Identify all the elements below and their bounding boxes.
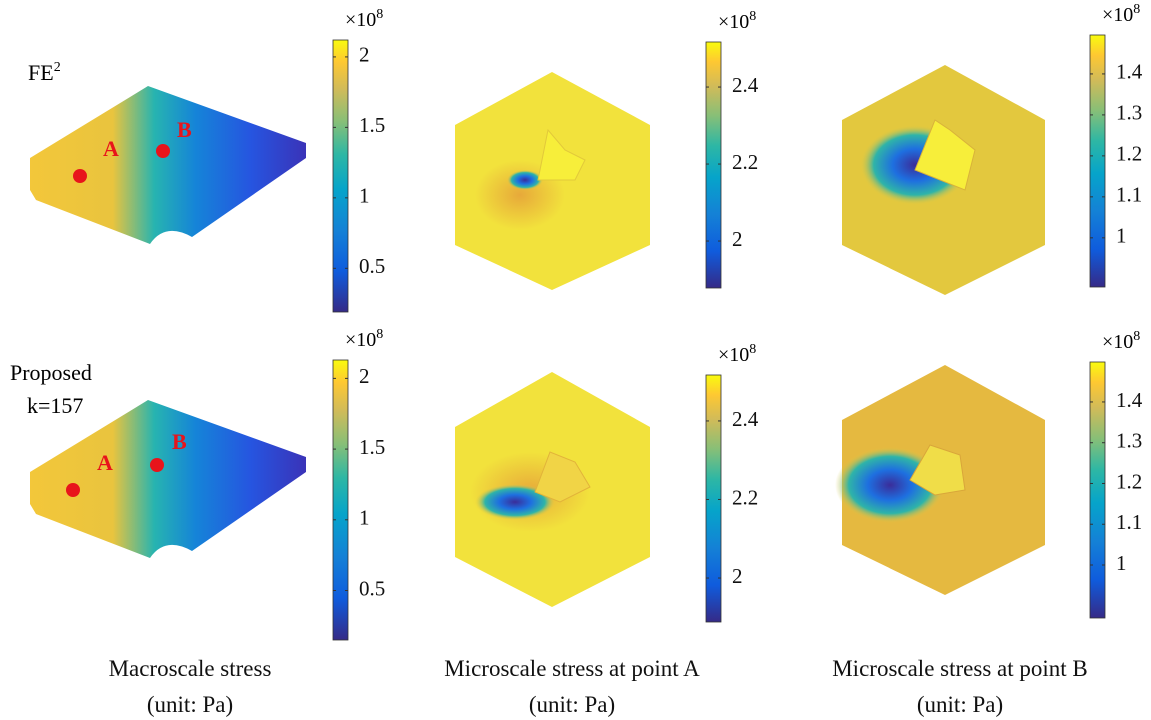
colorbar-tick-label: 1.3 <box>1116 101 1142 125</box>
exponent-base: ×10 <box>345 329 376 351</box>
colorbar-tick-label: 2.4 <box>732 73 759 97</box>
caption: Microscale stress at point A <box>444 656 700 681</box>
colorbar-tick-label: 1.5 <box>359 113 385 137</box>
exponent-base: ×10 <box>345 9 376 31</box>
colorbar-tick-label: 2 <box>732 564 743 588</box>
point-marker <box>150 458 164 472</box>
macro-field <box>30 400 306 558</box>
caption: (unit: Pa) <box>529 692 615 717</box>
row-label: FE2 <box>28 60 61 85</box>
macro-field <box>30 86 306 244</box>
colorbar-tick-label: 2 <box>359 364 370 388</box>
point-marker <box>73 169 87 183</box>
point-marker <box>156 144 170 158</box>
exponent-power: 8 <box>376 7 383 22</box>
exponent-power: 8 <box>749 9 756 24</box>
row-label: k=157 <box>27 393 83 418</box>
colorbar-exponent: ×108 <box>345 327 383 351</box>
point-label: B <box>172 429 187 454</box>
micro-field-a <box>455 372 650 607</box>
micro-field-a <box>455 72 650 290</box>
colorbar-tick-label: 1.1 <box>1116 510 1142 534</box>
caption: (unit: Pa) <box>917 692 1003 717</box>
exponent-power: 8 <box>376 327 383 342</box>
colorbar-tick-label: 1 <box>359 184 370 208</box>
colorbar-tick-label: 1.4 <box>1116 60 1143 84</box>
colorbar <box>705 41 722 289</box>
colorbar-tick-label: 1.1 <box>1116 183 1142 207</box>
colorbar-tick-label: 1.3 <box>1116 429 1142 453</box>
exponent-power: 8 <box>749 342 756 357</box>
point-label: A <box>103 136 119 161</box>
exponent-base: ×10 <box>718 11 749 33</box>
exponent-base: ×10 <box>1102 331 1133 353</box>
colorbar <box>332 39 349 313</box>
colorbar-tick-label: 1 <box>1116 551 1127 575</box>
colorbar-tick-label: 2 <box>732 227 743 251</box>
exponent-power: 8 <box>1133 329 1140 344</box>
colorbar-exponent: ×108 <box>718 342 756 366</box>
colorbar-exponent: ×108 <box>1102 329 1140 353</box>
exponent-base: ×10 <box>718 344 749 366</box>
colorbar-tick-label: 0.5 <box>359 576 385 600</box>
colorbar-tick-label: 0.5 <box>359 254 385 278</box>
caption: (unit: Pa) <box>147 692 233 717</box>
exponent-power: 8 <box>1133 2 1140 17</box>
micro-field-b <box>842 65 1045 295</box>
point-label: B <box>177 117 192 142</box>
colorbar <box>1089 34 1106 288</box>
point-label: A <box>97 450 113 475</box>
colorbar-tick-label: 2 <box>359 43 370 67</box>
colorbar-exponent: ×108 <box>1102 2 1140 26</box>
colorbar-tick-label: 2.4 <box>732 407 759 431</box>
colorbar-exponent: ×108 <box>345 7 383 31</box>
colorbar-tick-label: 2.2 <box>732 150 758 174</box>
colorbar-tick-label: 1.5 <box>359 435 385 459</box>
colorbar-tick-label: 1 <box>1116 224 1127 248</box>
caption: Macroscale stress <box>109 656 272 681</box>
colorbar-tick-label: 1.4 <box>1116 388 1143 412</box>
point-marker <box>66 483 80 497</box>
colorbar-tick-label: 1.2 <box>1116 469 1142 493</box>
colorbar-exponent: ×108 <box>718 9 756 33</box>
colorbar-tick-label: 1 <box>359 506 370 530</box>
micro-field-b <box>835 365 1045 595</box>
caption: Microscale stress at point B <box>832 656 1088 681</box>
colorbar <box>332 359 349 641</box>
row-label: Proposed <box>10 360 92 385</box>
exponent-base: ×10 <box>1102 4 1133 26</box>
colorbar <box>1089 361 1106 619</box>
colorbar-tick-label: 2.2 <box>732 485 758 509</box>
colorbar-tick-label: 1.2 <box>1116 142 1142 166</box>
colorbar <box>705 374 722 623</box>
